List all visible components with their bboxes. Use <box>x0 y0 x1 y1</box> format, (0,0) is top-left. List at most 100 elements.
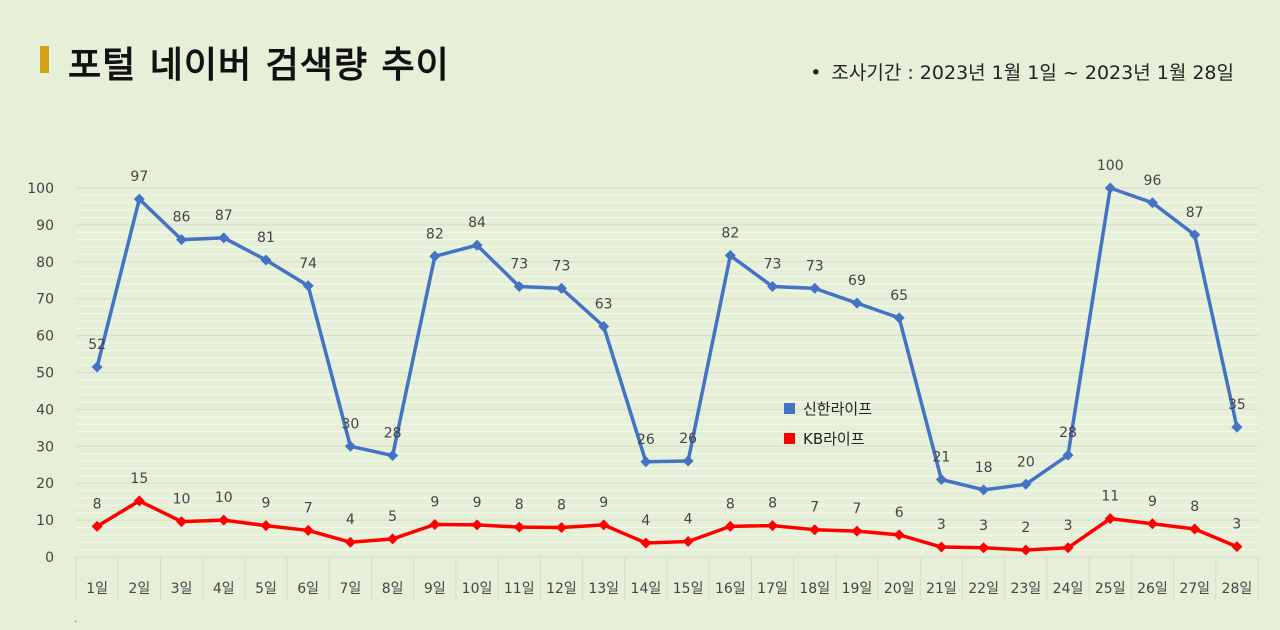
data-label: 9 <box>473 495 482 511</box>
data-point-marker <box>91 520 103 532</box>
data-label: 9 <box>262 496 271 512</box>
data-label: 52 <box>88 337 106 353</box>
data-point-marker <box>260 254 272 266</box>
data-point-marker <box>1231 421 1243 433</box>
data-label: 8 <box>726 496 735 512</box>
data-label: 18 <box>975 460 993 476</box>
data-point-marker <box>724 520 736 532</box>
data-point-marker <box>724 250 736 262</box>
data-label: 74 <box>299 256 317 272</box>
data-point-marker <box>851 525 863 537</box>
data-label: 3 <box>937 517 946 533</box>
data-point-marker <box>893 529 905 541</box>
data-point-marker <box>767 281 779 293</box>
survey-period: • 조사기간 : 2023년 1월 1일 ~ 2023년 1월 28일 <box>810 58 1234 85</box>
x-tick-label: 26일 <box>1137 581 1168 597</box>
x-tick-label: 1일 <box>86 581 108 597</box>
y-tick-label: 100 <box>27 181 54 197</box>
data-point-marker <box>809 524 821 536</box>
data-label: 100 <box>1097 158 1124 174</box>
x-tick-label: 19일 <box>842 581 873 597</box>
data-point-marker <box>935 474 947 486</box>
data-label: 87 <box>215 208 233 224</box>
data-label: 73 <box>553 258 571 274</box>
y-tick-label: 90 <box>36 218 54 234</box>
x-tick-label: 12일 <box>546 581 577 597</box>
data-label: 87 <box>1186 205 1204 221</box>
x-tick-label: 9일 <box>424 581 446 597</box>
data-label: 7 <box>853 501 862 517</box>
x-tick-label: 11일 <box>504 581 535 597</box>
data-label: 69 <box>848 273 866 289</box>
data-label: 10 <box>215 490 233 506</box>
y-tick-label: 80 <box>36 255 54 271</box>
data-point-marker <box>302 280 314 292</box>
y-tick-label: 50 <box>36 366 54 382</box>
x-tick-label: 16일 <box>715 581 746 597</box>
series-line <box>96 499 1238 552</box>
data-label: 8 <box>557 497 566 513</box>
page-title: 포털 네이버 검색량 추이 <box>68 45 450 86</box>
data-label: 73 <box>764 257 782 273</box>
data-point-marker <box>555 521 567 533</box>
legend-swatch <box>784 403 795 414</box>
x-tick-label: 2일 <box>128 581 150 597</box>
data-label: 8 <box>768 496 777 512</box>
data-label: 3 <box>1064 518 1073 534</box>
y-tick-label: 60 <box>36 329 54 345</box>
data-label: 30 <box>341 416 359 432</box>
data-point-marker <box>471 239 483 251</box>
data-label: 8 <box>1190 499 1199 515</box>
data-point-marker <box>344 440 356 452</box>
data-label: 97 <box>130 169 148 185</box>
x-tick-label: 6일 <box>297 581 319 597</box>
legend-label: 신한라이프 <box>803 400 872 418</box>
data-label: 10 <box>173 492 191 508</box>
data-label: 9 <box>430 495 439 511</box>
data-label: 11 <box>1101 489 1119 505</box>
data-point-marker <box>176 516 188 528</box>
x-tick-label: 14일 <box>631 581 662 597</box>
data-label: 28 <box>1059 425 1077 441</box>
data-point-marker <box>555 282 567 294</box>
x-tick-label: 21일 <box>926 581 957 597</box>
x-tick-label: 25일 <box>1095 581 1126 597</box>
data-point-marker <box>809 282 821 294</box>
data-label: 82 <box>426 226 444 242</box>
series-line <box>95 186 1239 492</box>
data-label: 84 <box>468 215 486 231</box>
data-label: 65 <box>890 288 908 304</box>
data-point-marker <box>91 361 103 373</box>
data-point-marker <box>682 536 694 548</box>
data-point-marker <box>1146 518 1158 530</box>
x-tick-label: 15일 <box>673 581 704 597</box>
data-point-marker <box>344 536 356 548</box>
data-point-marker <box>513 521 525 533</box>
x-tick-label: 4일 <box>213 581 235 597</box>
x-tick-label: 24일 <box>1053 581 1084 597</box>
x-tick-label: 10일 <box>462 581 493 597</box>
data-point-marker <box>1104 513 1116 525</box>
y-tick-label: 30 <box>36 439 54 455</box>
x-tick-label: 5일 <box>255 581 277 597</box>
data-label: 3 <box>979 518 988 534</box>
data-point-marker <box>978 542 990 554</box>
y-tick-label: 0 <box>45 550 54 566</box>
data-label: 5 <box>388 509 397 525</box>
corner-mark: . <box>74 614 78 625</box>
data-point-marker <box>260 520 272 532</box>
data-label: 2 <box>1021 520 1030 536</box>
data-label: 6 <box>895 505 904 521</box>
data-label: 4 <box>641 513 650 529</box>
x-tick-label: 7일 <box>339 581 361 597</box>
data-point-marker <box>176 234 188 246</box>
legend-swatch <box>784 433 795 444</box>
data-label: 73 <box>510 257 528 273</box>
data-point-marker <box>133 495 145 507</box>
data-point-marker <box>1146 197 1158 209</box>
data-point-marker <box>1062 449 1074 461</box>
data-point-marker <box>387 533 399 545</box>
data-point-marker <box>1189 523 1201 535</box>
data-point-marker <box>640 537 652 549</box>
data-label: 9 <box>599 495 608 511</box>
